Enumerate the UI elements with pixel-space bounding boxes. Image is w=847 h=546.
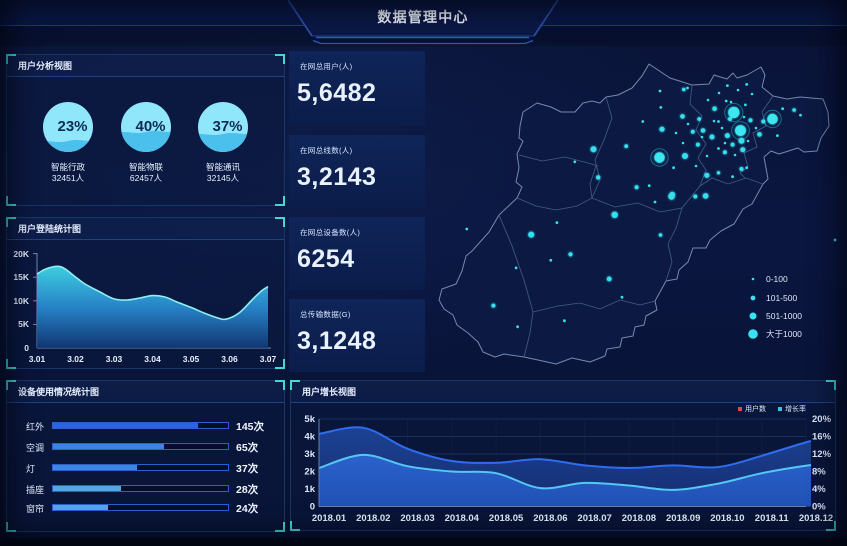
svg-text:2018.04: 2018.04 (445, 513, 480, 524)
svg-text:20K: 20K (13, 249, 29, 259)
svg-text:3.04: 3.04 (144, 354, 161, 364)
svg-text:16%: 16% (812, 432, 832, 443)
svg-text:1k: 1k (304, 484, 315, 495)
svg-text:4k: 4k (304, 432, 315, 443)
svg-text:12%: 12% (812, 449, 832, 460)
svg-text:3.01: 3.01 (29, 354, 46, 364)
svg-text:2018.12: 2018.12 (799, 513, 833, 524)
svg-text:大于1000: 大于1000 (766, 329, 802, 339)
svg-text:37%: 37% (212, 118, 242, 135)
svg-text:2018.05: 2018.05 (489, 513, 524, 524)
svg-text:0%: 0% (812, 502, 826, 513)
svg-text:0-100: 0-100 (766, 274, 788, 284)
svg-text:4%: 4% (812, 484, 826, 495)
svg-text:3.07: 3.07 (260, 354, 277, 364)
svg-text:3.03: 3.03 (106, 354, 123, 364)
svg-text:2018.09: 2018.09 (666, 513, 700, 524)
svg-text:3.02: 3.02 (67, 354, 84, 364)
svg-text:2018.07: 2018.07 (577, 513, 611, 524)
svg-text:3k: 3k (304, 449, 315, 460)
svg-text:0: 0 (24, 343, 29, 353)
svg-text:5k: 5k (304, 414, 315, 425)
svg-text:5K: 5K (18, 319, 30, 329)
svg-text:20%: 20% (812, 414, 832, 425)
svg-text:2018.11: 2018.11 (755, 513, 790, 524)
svg-text:3.05: 3.05 (183, 354, 200, 364)
svg-text:2018.06: 2018.06 (533, 513, 567, 524)
svg-text:2018.08: 2018.08 (622, 513, 656, 524)
svg-text:2018.10: 2018.10 (710, 513, 744, 524)
svg-text:3.06: 3.06 (221, 354, 238, 364)
svg-text:2018.02: 2018.02 (356, 513, 390, 524)
svg-text:23%: 23% (57, 118, 87, 135)
svg-text:501-1000: 501-1000 (766, 311, 802, 321)
svg-text:2018.03: 2018.03 (400, 513, 434, 524)
svg-text:101-500: 101-500 (766, 293, 797, 303)
svg-text:15K: 15K (13, 272, 29, 282)
svg-text:0: 0 (310, 502, 315, 513)
svg-text:2k: 2k (304, 467, 315, 478)
svg-text:8%: 8% (812, 467, 826, 478)
svg-text:40%: 40% (135, 118, 165, 135)
svg-text:10K: 10K (13, 296, 29, 306)
svg-text:2018.01: 2018.01 (312, 513, 347, 524)
